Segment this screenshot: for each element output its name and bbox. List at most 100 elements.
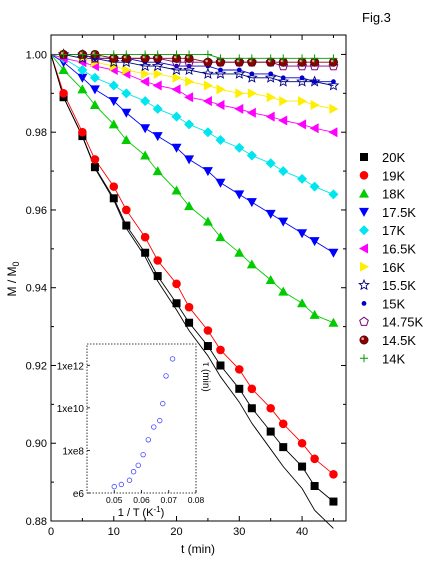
point-18K — [328, 317, 339, 327]
point-17.5K — [215, 178, 226, 188]
point-17.5K — [108, 97, 119, 107]
point-19K — [278, 419, 288, 429]
point-19K — [216, 345, 225, 355]
point-16.5K — [152, 80, 162, 91]
legend-marker-19K — [359, 171, 369, 180]
point-14K — [185, 50, 194, 59]
point-19K — [247, 384, 257, 394]
point-19K — [184, 302, 194, 312]
point-17K — [184, 119, 195, 130]
point-17K — [202, 127, 213, 138]
point-20K — [279, 443, 288, 452]
point-14K — [310, 54, 319, 63]
inset-y-tick-label: e6 — [73, 489, 85, 500]
point-14.5K-highlight — [217, 59, 221, 63]
point-16.5K — [184, 92, 194, 103]
inset-x-label-main: 1 / T (K — [118, 507, 154, 519]
point-16K — [247, 88, 257, 99]
main-plot-frame — [50, 34, 347, 522]
point-17K — [278, 166, 289, 177]
point-15.5K — [151, 59, 164, 72]
point-17.5K — [140, 124, 151, 134]
legend-marker-17K — [359, 225, 369, 236]
point-16K — [310, 99, 320, 110]
y-tick-label: 0.90 — [26, 438, 47, 450]
point-19K — [172, 279, 181, 289]
y-tick-label: 0.98 — [26, 127, 47, 139]
point-16K — [279, 96, 289, 107]
legend-label: 15.5K — [382, 278, 416, 293]
point-17.5K — [246, 198, 257, 208]
point-14K — [329, 54, 338, 63]
point-19K — [59, 89, 68, 98]
point-14K — [172, 50, 181, 59]
point-16K — [172, 72, 182, 83]
legend-label: 17K — [382, 223, 405, 238]
point-14.5K-highlight — [205, 59, 208, 63]
legend-marker-14.75K — [359, 316, 369, 326]
point-14K — [141, 50, 150, 59]
point-14.5K-highlight — [280, 59, 284, 63]
point-20K — [90, 163, 99, 172]
point-15.5K — [202, 67, 214, 79]
point-18K — [58, 64, 69, 74]
point-20K — [141, 248, 150, 257]
point-17.5K — [297, 229, 308, 239]
inset-y-tick-label: 1xe10 — [57, 404, 85, 415]
point-20K — [247, 404, 256, 413]
point-17.5K — [121, 108, 132, 118]
legend-label: 19K — [382, 168, 405, 183]
legend-label: 15K — [382, 296, 405, 311]
point-19K — [297, 438, 307, 448]
point-15.5K — [183, 63, 195, 75]
point-14K — [247, 54, 256, 63]
inset-point — [160, 400, 166, 407]
point-14.5K — [203, 57, 213, 67]
point-15K — [218, 67, 223, 73]
legend-marker-14.5K — [359, 335, 369, 345]
point-18K — [202, 216, 213, 226]
legend-marker-18K — [359, 188, 369, 198]
inset-data-points — [111, 356, 176, 490]
point-17K — [171, 111, 182, 122]
point-14.5K-highlight — [79, 51, 83, 55]
point-16K — [266, 92, 276, 103]
y-tick-label: 0.94 — [26, 283, 47, 295]
legend: 20K 19K 18K 17.5K 17K 16.5K 16K 15.5K 15K 14.75K 1… — [358, 150, 424, 366]
inset-point — [151, 424, 157, 430]
y-axis-label-main: M / M — [5, 267, 19, 297]
legend-marker-15.5K — [358, 278, 370, 291]
point-19K — [78, 127, 87, 137]
point-17K — [297, 173, 308, 184]
point-17K — [265, 158, 276, 169]
point-15.5K — [214, 67, 227, 79]
point-17.5K — [265, 209, 276, 219]
legend-label: 14.5K — [382, 333, 416, 348]
y-tick-label: 0.92 — [26, 360, 47, 372]
point-14.5K-highlight — [60, 51, 64, 55]
point-17.5K — [171, 143, 182, 153]
point-14.5K-highlight — [111, 55, 114, 59]
inset-background — [87, 344, 196, 493]
point-17K — [246, 150, 257, 161]
point-18K — [108, 119, 119, 129]
point-14K — [122, 50, 131, 59]
inset-y-axis-label: τ (min) — [200, 362, 211, 392]
point-14K — [78, 50, 87, 59]
point-19K — [234, 365, 244, 374]
inset-point — [140, 451, 146, 458]
point-16K — [235, 88, 245, 99]
inset-point — [157, 417, 163, 424]
point-17.5K — [184, 155, 195, 165]
point-15K — [312, 79, 318, 85]
point-15.5K — [277, 75, 290, 87]
point-19K — [310, 454, 319, 464]
point-17K — [77, 64, 88, 75]
x-tick-label: 0 — [48, 526, 54, 538]
point-19K — [329, 470, 338, 479]
x-axis-label: t (min) — [181, 542, 215, 556]
legend-marker-14.5K-highlight — [361, 337, 365, 341]
point-14.5K-highlight — [299, 59, 303, 63]
point-20K — [203, 342, 212, 351]
